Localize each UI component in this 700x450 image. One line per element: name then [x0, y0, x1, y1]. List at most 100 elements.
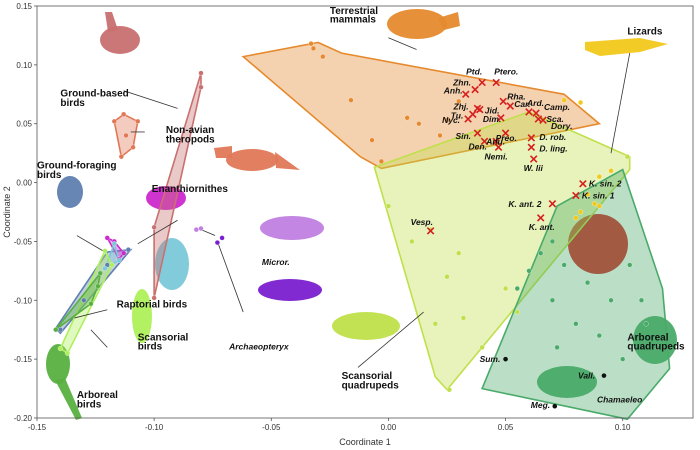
leader-line — [388, 37, 417, 50]
labels-layer: TerrestrialmammalsLizardsGround-basedbir… — [37, 6, 685, 410]
point-enanthiornithes — [104, 235, 110, 241]
leader-line — [137, 219, 178, 245]
leader-line — [123, 90, 178, 109]
x-tick-label: 0.05 — [498, 423, 514, 432]
ground-bird-silhouette-neck — [105, 12, 118, 32]
taxon-marker — [501, 129, 510, 137]
point-raptorial-birds — [116, 257, 122, 263]
ground-bird-silhouette — [100, 26, 140, 54]
arboreal-bird-silhouette — [46, 344, 70, 384]
points-layer — [53, 41, 661, 409]
taxon-label: Tu. — [451, 110, 464, 120]
point-lizards — [577, 99, 584, 106]
point-raptorial-birds — [102, 265, 108, 272]
taxon-label: W. lii — [524, 163, 544, 173]
point-arboreal-birds — [88, 301, 94, 307]
taxon-label: Dim. — [483, 114, 501, 124]
leader-line — [610, 53, 631, 154]
taxon-marker — [536, 214, 545, 222]
taxon-label: Nyc. — [442, 115, 460, 125]
x-tick-label: -0.05 — [262, 423, 281, 432]
group-label: quadrupeds — [342, 381, 400, 392]
taxon-marker — [478, 78, 486, 87]
point-scansorial-birds — [57, 345, 63, 352]
taxon-label: Sum. — [480, 354, 501, 364]
group-label: Scansorial — [342, 371, 393, 382]
red-bird-silhouette — [568, 214, 628, 274]
point-terrestrial-mammals — [308, 41, 314, 47]
taxon-label: Jid. — [485, 106, 500, 116]
point-scansorial-quadrupeds — [432, 321, 438, 327]
taxon-marker — [480, 137, 489, 146]
chameleon-silhouette — [537, 366, 597, 398]
group-label: quadrupeds — [627, 342, 685, 353]
point-scansorial-quadrupeds — [624, 154, 630, 160]
y-tick-label: -0.05 — [14, 237, 33, 246]
taxon-marker — [539, 116, 547, 124]
point-scansorial-quadrupeds — [385, 203, 391, 209]
taxon-dot — [503, 356, 508, 362]
plot-frame — [36, 5, 694, 419]
taxon-marker — [572, 191, 580, 200]
point-ground-based-birds — [198, 70, 204, 76]
leader-line — [217, 241, 244, 313]
taxon-label: Camp. — [544, 102, 570, 112]
taxon-marker — [525, 108, 533, 116]
taxon-label: Rha. — [507, 91, 525, 101]
taxon-label: Dory. — [551, 121, 572, 131]
point-scansorial-quadrupeds — [514, 309, 520, 315]
point-ground-based-birds — [151, 295, 157, 301]
point-lizards — [596, 203, 602, 209]
taxon-marker — [464, 115, 472, 123]
point-arboreal-quadrupeds — [526, 268, 532, 274]
group-label: Enanthiornithes — [152, 184, 229, 195]
point-terrestrial-mammals — [416, 121, 422, 127]
point-arboreal-quadrupeds — [561, 262, 567, 268]
theropod-silhouette-head — [214, 146, 232, 158]
silhouettes-layer — [46, 9, 677, 420]
point-non-avian-theropods — [135, 118, 141, 124]
taxon-label: Vall. — [578, 371, 595, 381]
taxon-marker — [532, 109, 540, 117]
group-label: Raptorial birds — [117, 299, 188, 310]
point-microraptor — [198, 225, 204, 232]
point-scansorial-quadrupeds — [460, 315, 466, 321]
taxon-label: Den. — [468, 141, 486, 151]
point-arboreal-quadrupeds — [573, 321, 579, 327]
point-scansorial-quadrupeds — [503, 285, 509, 292]
y-tick-label: 0.10 — [16, 61, 32, 70]
hull-terrestrial-mammals — [241, 41, 602, 170]
y-tick-label: 0.05 — [16, 120, 32, 129]
point-archaeopteryx — [214, 240, 220, 246]
taxon-dot — [552, 403, 558, 409]
point-lizards — [608, 168, 614, 174]
point-arboreal-birds — [53, 327, 59, 333]
taxon-label: Nemi. — [485, 151, 508, 161]
taxon-marker — [492, 78, 500, 87]
taxon-label: Zhn. — [452, 78, 471, 88]
point-scansorial-quadrupeds — [446, 387, 452, 393]
taxon-dot — [601, 373, 607, 378]
taxon-marker — [494, 143, 503, 152]
point-arboreal-quadrupeds — [627, 262, 633, 268]
point-scansorial-quadrupeds — [479, 344, 485, 350]
scansorial-quadruped-silhouette — [332, 312, 400, 340]
point-lizards — [577, 209, 584, 215]
scansorial-bird-silhouette — [132, 289, 152, 343]
y-tick-label: -0.15 — [14, 355, 33, 364]
point-arboreal-quadrupeds — [655, 344, 661, 350]
group-label: Arboreal — [627, 332, 668, 343]
point-arboreal-quadrupeds — [596, 333, 602, 339]
taxon-marker — [499, 97, 507, 106]
point-lizards — [573, 215, 579, 221]
specimen-label: Archaeopteryx — [228, 342, 290, 352]
y-tick-label: 0.00 — [16, 179, 32, 188]
point-arboreal-quadrupeds — [538, 250, 544, 256]
group-label: birds — [60, 98, 85, 109]
point-arboreal-quadrupeds — [643, 321, 649, 327]
point-terrestrial-mammals — [378, 158, 384, 164]
taxon-marker — [527, 134, 536, 142]
point-scansorial-quadrupeds — [409, 238, 415, 244]
taxon-label: Vesp. — [411, 217, 433, 227]
leader-line — [90, 329, 108, 348]
